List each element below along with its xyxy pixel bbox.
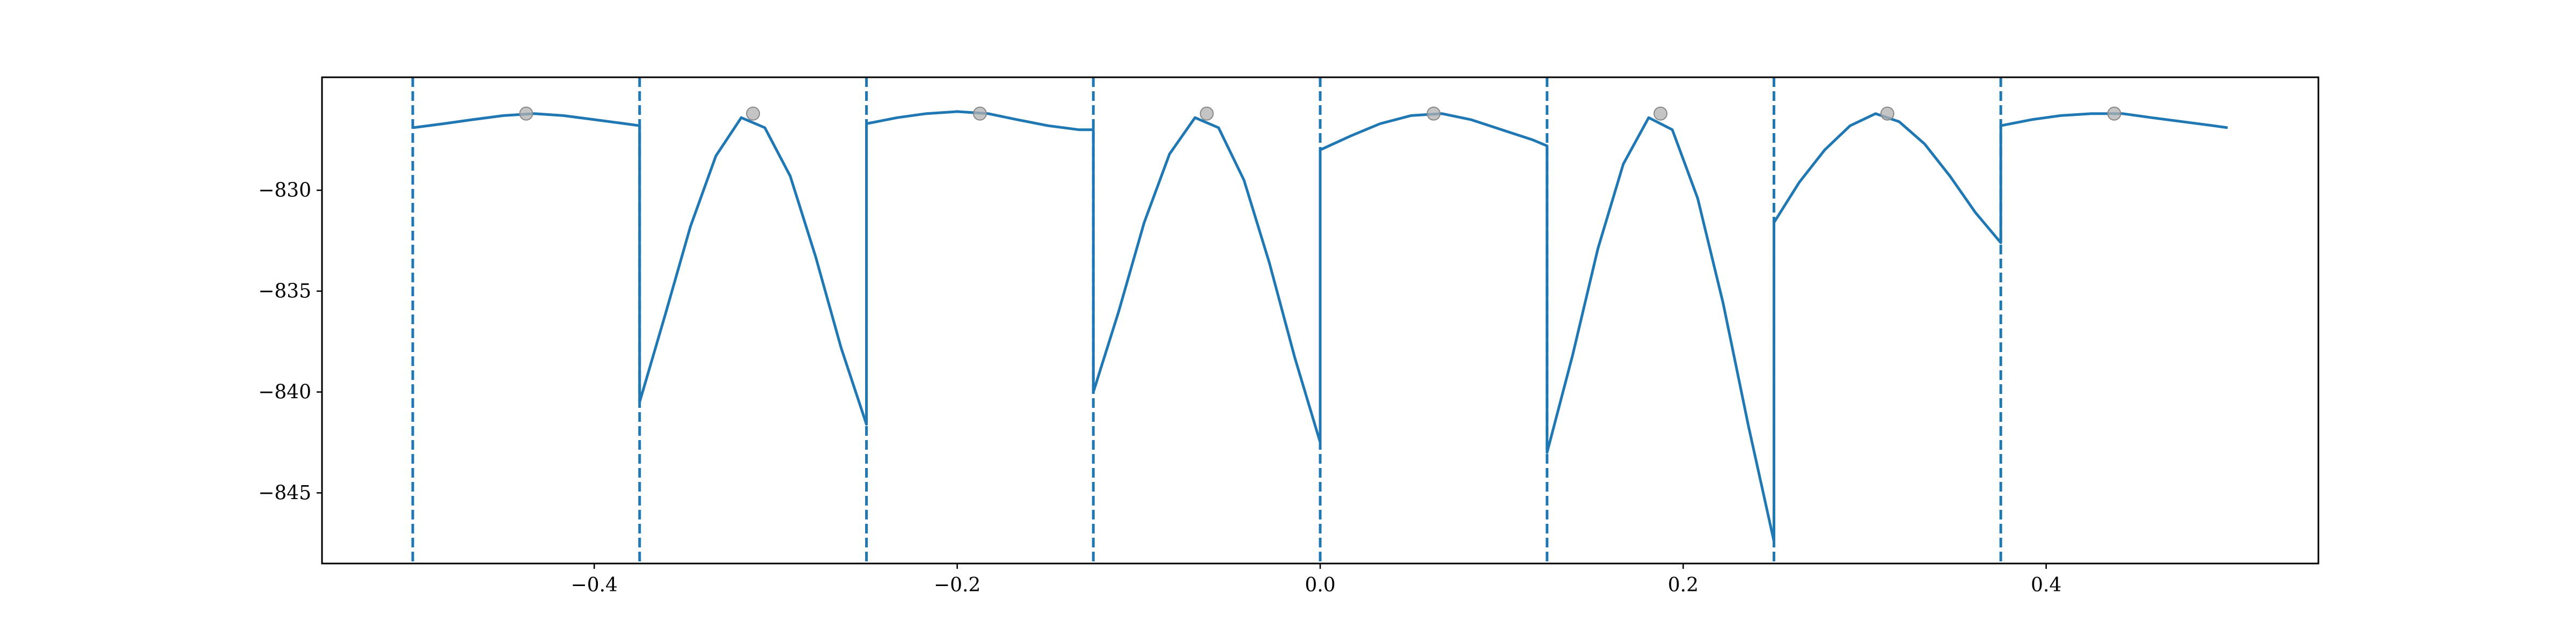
data-point-marker <box>1199 106 1214 121</box>
series-line <box>412 110 2228 543</box>
data-point-marker <box>972 106 987 121</box>
data-point-marker <box>1880 106 1894 121</box>
y-tick-label: −845 <box>258 482 311 504</box>
y-tick-label: −840 <box>258 381 311 403</box>
data-point-marker <box>1653 106 1668 121</box>
plot-frame <box>321 76 2319 565</box>
markers-layer <box>519 106 2121 121</box>
data-point-marker <box>746 106 760 121</box>
series-layer <box>412 110 2228 543</box>
x-tick-label: 0.0 <box>1305 574 1335 596</box>
x-tick-label: −0.4 <box>571 574 618 596</box>
data-point-marker <box>1426 106 1441 121</box>
data-point-marker <box>519 106 533 121</box>
axis-ticks: −0.4 −0.2 0.0 0.2 0.4 −830 −835 −840 −845 <box>258 180 2061 596</box>
y-tick-label: −835 <box>258 280 311 302</box>
x-tick-label: 0.2 <box>1668 574 1699 596</box>
x-tick-label: −0.2 <box>934 574 980 596</box>
y-tick-label: −830 <box>258 180 311 202</box>
data-point-marker <box>2107 106 2121 121</box>
x-tick-label: 0.4 <box>2031 574 2061 596</box>
